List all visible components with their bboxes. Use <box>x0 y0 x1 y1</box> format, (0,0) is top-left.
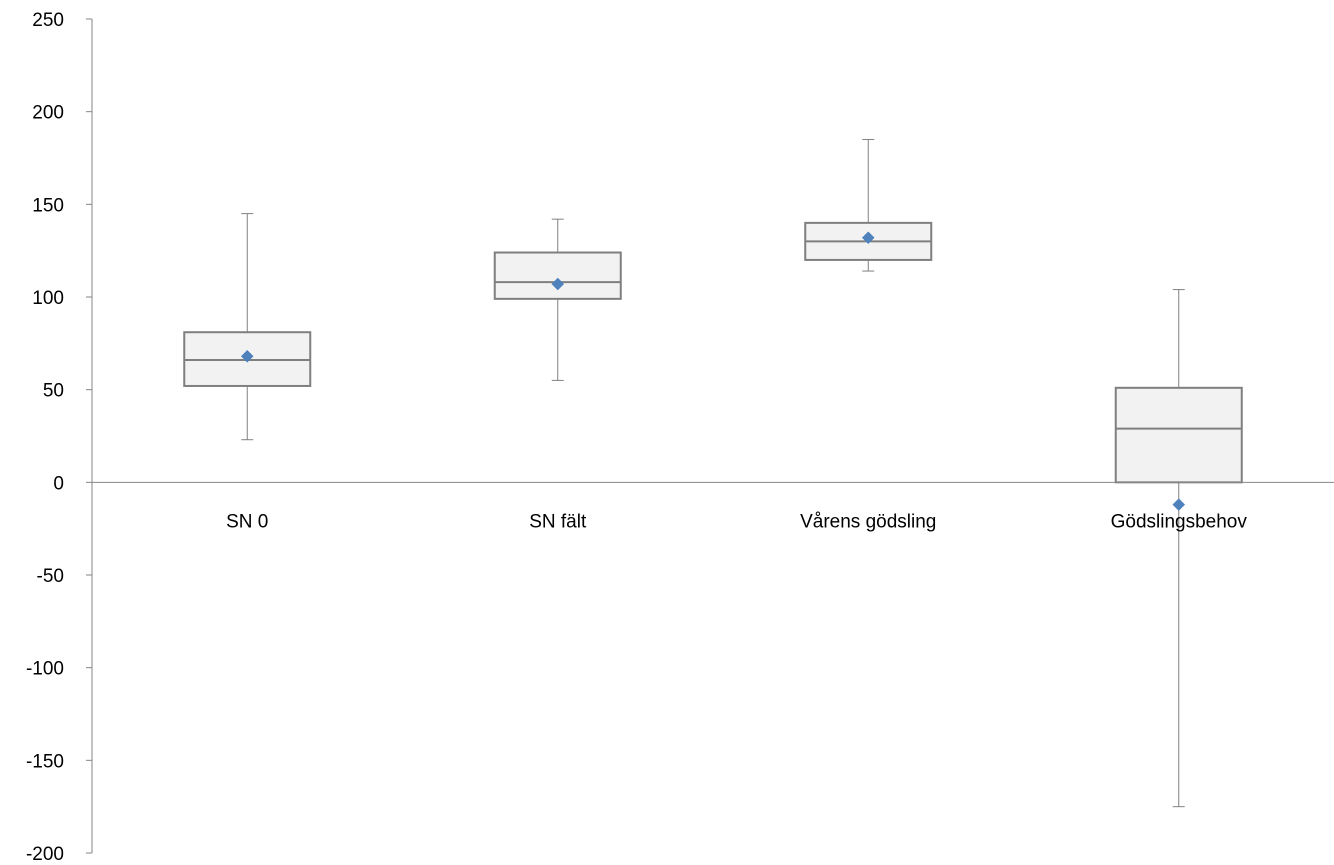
iqr-box <box>1114 386 1243 484</box>
mean-marker <box>240 349 254 363</box>
category-label: SN 0 <box>226 511 268 532</box>
y-tick-label: 50 <box>43 381 64 402</box>
mean-markers <box>240 231 1186 511</box>
y-axis-ticks: 250 200 150 100 50 0 -50 -100 -150 -200 <box>26 10 92 865</box>
category-labels: SN 0 SN fält Vårens gödsling Gödslingsbehov <box>226 511 1247 532</box>
box-group <box>804 138 933 272</box>
y-tick-label: 100 <box>32 288 64 309</box>
mean-marker <box>1172 498 1186 511</box>
category-label: Gödslingsbehov <box>1111 511 1248 532</box>
y-tick-label: -100 <box>26 659 64 680</box>
box-group <box>493 218 622 381</box>
iqr-box <box>493 251 622 300</box>
category-label: SN fält <box>529 511 587 532</box>
box-group <box>183 213 312 441</box>
y-tick-label: -150 <box>26 751 64 772</box>
axes <box>91 19 1334 853</box>
y-tick-label: -50 <box>37 566 64 587</box>
box-series <box>183 138 1243 808</box>
mean-marker <box>861 231 875 245</box>
box-group <box>1114 289 1243 808</box>
mean-marker <box>551 277 565 291</box>
y-tick-label: 200 <box>32 103 64 124</box>
y-tick-label: 150 <box>32 195 64 216</box>
y-tick-label: 250 <box>32 10 64 31</box>
category-label: Vårens gödsling <box>800 511 936 532</box>
y-tick-label: -200 <box>26 844 64 865</box>
y-tick-label: 0 <box>53 473 64 494</box>
